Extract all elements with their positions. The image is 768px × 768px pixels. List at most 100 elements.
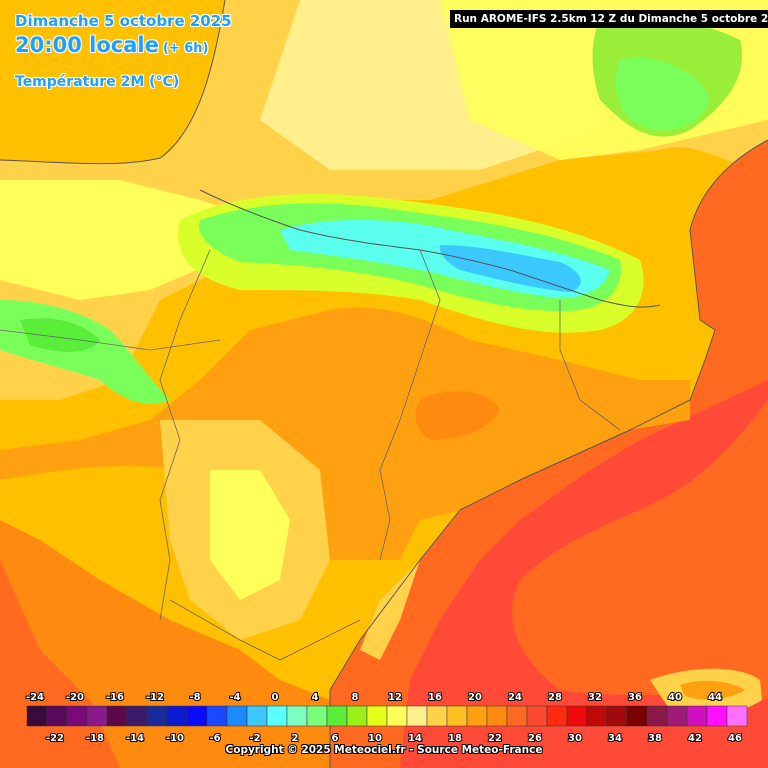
pyrenees-peak-cyan [439, 245, 581, 292]
legend-swatch [606, 705, 628, 727]
legend-swatch [386, 705, 408, 727]
legend-swatch [346, 705, 368, 727]
legend-tick-label: 0 [272, 692, 279, 703]
legend-tick-label: 8 [352, 692, 359, 703]
legend-tick-label: 28 [548, 692, 562, 703]
legend-tick-label: -20 [66, 692, 84, 703]
legend-swatch [626, 705, 648, 727]
legend-swatch [246, 705, 268, 727]
legend-tick-label: 10 [368, 733, 382, 744]
legend-tick-label: 16 [428, 692, 442, 703]
legend-tick-label: -12 [146, 692, 164, 703]
legend-swatch [86, 705, 108, 727]
run-info-box: Run AROME-IFS 2.5km 12 Z du Dimanche 5 o… [450, 10, 768, 28]
legend-swatch [266, 705, 288, 727]
legend-swatch [326, 705, 348, 727]
legend-swatch [446, 705, 468, 727]
legend-tick-label: -24 [26, 692, 44, 703]
legend-swatch [726, 705, 748, 727]
cantabrian-high-green [20, 318, 100, 352]
regional-border-south [169, 599, 361, 661]
ebro-valley-deep [415, 391, 500, 440]
legend-swatch [186, 705, 208, 727]
legend-tick-label: 22 [488, 733, 502, 744]
legend-tick-label: 2 [292, 733, 299, 744]
france-spain-border [199, 189, 661, 308]
legend-tick-label: 20 [468, 692, 482, 703]
regional-border-aragon [379, 249, 441, 561]
legend-swatch [506, 705, 528, 727]
legend-tick-label: 38 [648, 733, 662, 744]
legend-tick-label: 26 [528, 733, 542, 744]
iberian-range-light [360, 560, 420, 660]
legend-tick-label: 34 [608, 733, 622, 744]
legend-swatch [106, 705, 128, 727]
regional-border-north [0, 329, 221, 351]
legend-tick-label: 32 [588, 692, 602, 703]
legend-swatch [286, 705, 308, 727]
legend-tick-label: 30 [568, 733, 582, 744]
cantabrian-yellow [0, 180, 260, 300]
legend-swatch [466, 705, 488, 727]
legend-swatch [666, 705, 688, 727]
central-plateau-yellow [210, 470, 290, 600]
legend-swatch [686, 705, 708, 727]
forecast-date: Dimanche 5 octobre 2025 [15, 12, 232, 30]
forecast-time: 20:00 locale (+ 6h) [15, 33, 208, 57]
forecast-time-label: 20:00 locale [15, 33, 159, 57]
forecast-offset: (+ 6h) [162, 41, 209, 56]
legend-swatch [646, 705, 668, 727]
legend-swatch [146, 705, 168, 727]
hot-sea-core [400, 380, 768, 768]
legend-tick-label: -4 [229, 692, 240, 703]
color-legend: -24-22-20-18-16-14-12-10-8-6-4-202468101… [25, 691, 748, 745]
legend-swatch [566, 705, 588, 727]
legend-swatch [546, 705, 568, 727]
legend-tick-label: 12 [388, 692, 402, 703]
legend-swatch [586, 705, 608, 727]
regional-border-catalonia [559, 300, 621, 431]
legend-swatch [366, 705, 388, 727]
legend-tick-label: -16 [106, 692, 124, 703]
legend-tick-label: -8 [189, 692, 200, 703]
mediterranean-coast [329, 139, 768, 768]
legend-tick-label: 44 [708, 692, 722, 703]
legend-tick-label: -2 [249, 733, 260, 744]
legend-swatch [486, 705, 508, 727]
legend-swatch [226, 705, 248, 727]
legend-tick-label: 24 [508, 692, 522, 703]
legend-tick-label: -18 [86, 733, 104, 744]
parameter-label: Température 2M (°C) [15, 74, 180, 90]
legend-tick-label: -14 [126, 733, 144, 744]
legend-swatch [306, 705, 328, 727]
legend-swatch [26, 705, 48, 727]
legend-swatch [406, 705, 428, 727]
bay-of-biscay [0, 0, 225, 164]
copyright-notice: Copyright © 2025 Meteociel.fr - Source M… [225, 744, 543, 756]
mediterranean-sea [330, 140, 768, 768]
legend-swatch [126, 705, 148, 727]
legend-tick-label: -10 [166, 733, 184, 744]
legend-tick-label: 40 [668, 692, 682, 703]
legend-tick-label: 4 [312, 692, 319, 703]
alps-green [615, 57, 710, 131]
legend-swatch [166, 705, 188, 727]
balearic-islands-interior [680, 680, 745, 700]
legend-swatch [526, 705, 548, 727]
legend-tick-label: 42 [688, 733, 702, 744]
legend-tick-label: 6 [332, 733, 339, 744]
legend-tick-label: -22 [46, 733, 64, 744]
regional-border-castile [159, 249, 211, 621]
legend-swatch [66, 705, 88, 727]
legend-tick-label: 36 [628, 692, 642, 703]
legend-swatch [206, 705, 228, 727]
french-atlantic-coast [0, 0, 226, 165]
legend-swatch [46, 705, 68, 727]
legend-tick-label: 46 [728, 733, 742, 744]
legend-swatch [706, 705, 728, 727]
legend-swatch [426, 705, 448, 727]
legend-tick-label: -6 [209, 733, 220, 744]
legend-tick-label: 18 [448, 733, 462, 744]
